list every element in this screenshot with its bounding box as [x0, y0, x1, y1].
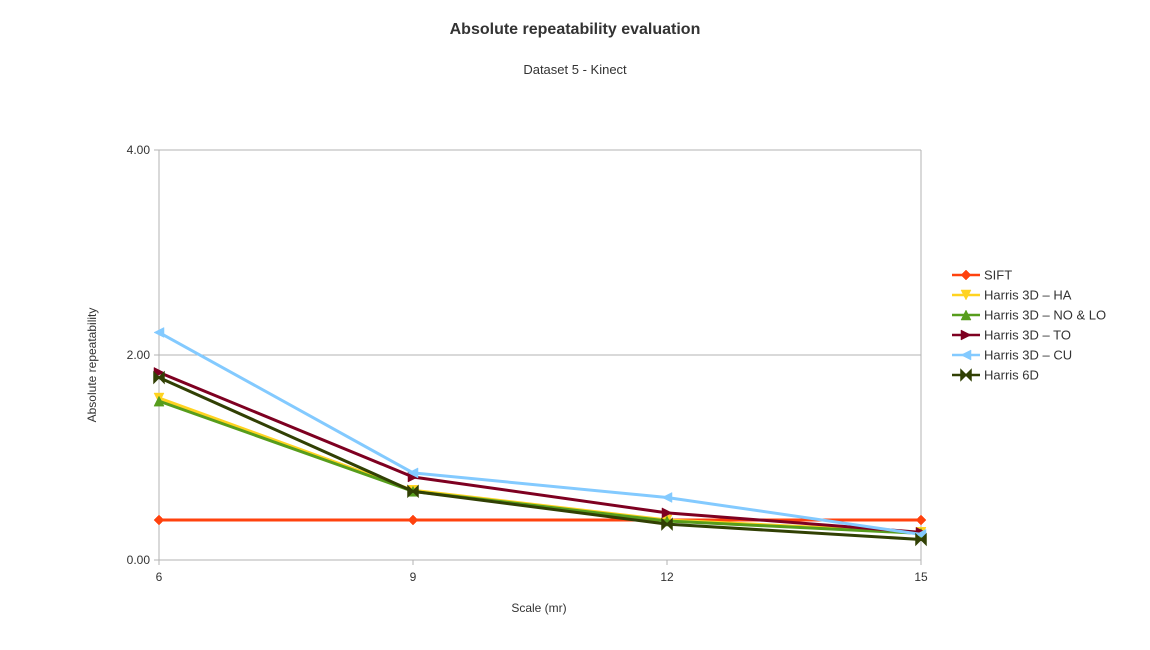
legend-label-3: Harris 3D – TO: [984, 328, 1071, 343]
data-point-s0-1: [407, 514, 419, 526]
y-tick-label: 4.00: [127, 143, 151, 157]
series-line-5: [157, 376, 923, 541]
series-line-3: [157, 370, 923, 534]
x-axis-title: Scale (mr): [511, 601, 566, 615]
legend-label-5: Harris 6D: [984, 368, 1039, 383]
legend-marker-5: [960, 368, 972, 382]
chart-title: Absolute repeatability evaluation: [450, 21, 701, 38]
series-line-2: [157, 399, 923, 535]
legend-marker-3: [960, 329, 972, 341]
y-tick-label: 0.00: [127, 553, 151, 567]
x-tick-label: 9: [410, 570, 417, 584]
chart-subtitle: Dataset 5 - Kinect: [523, 62, 627, 77]
data-point-s4-1: [407, 467, 419, 479]
y-axis-title: Absolute repeatability: [85, 308, 99, 423]
data-point-s0-3: [915, 514, 927, 526]
series-line-4: [157, 330, 923, 536]
legend-marker-1: [960, 289, 972, 301]
y-tick-label: 2.00: [127, 348, 151, 362]
data-point-s2-0: [153, 395, 165, 407]
data-point-s5-0: [153, 370, 165, 385]
legend-marker-4: [960, 349, 972, 361]
legend-label-1: Harris 3D – HA: [984, 288, 1072, 303]
legend-label-4: Harris 3D – CU: [984, 348, 1072, 363]
data-point-s5-3: [915, 532, 927, 547]
data-point-s4-0: [153, 327, 165, 338]
x-tick-label: 12: [660, 570, 674, 584]
legend-label-0: SIFT: [984, 268, 1012, 283]
legend: SIFT Harris 3D – HA Harris 3D – NO & LO Har…: [952, 268, 1106, 383]
legend-marker-0: [960, 269, 972, 281]
plot-area: 0.00 2.00 4.00 6 9 12 15: [127, 143, 928, 584]
data-point-s3-2: [661, 507, 673, 519]
legend-label-2: Harris 3D – NO & LO: [984, 308, 1106, 323]
legend-marker-2: [960, 309, 972, 321]
data-point-s4-2: [661, 492, 673, 503]
data-point-s0-0: [153, 514, 165, 526]
data-point-s5-1: [407, 484, 419, 499]
x-tick-label: 15: [914, 570, 928, 584]
x-tick-label: 6: [156, 570, 163, 584]
data-point-s5-2: [661, 517, 673, 531]
